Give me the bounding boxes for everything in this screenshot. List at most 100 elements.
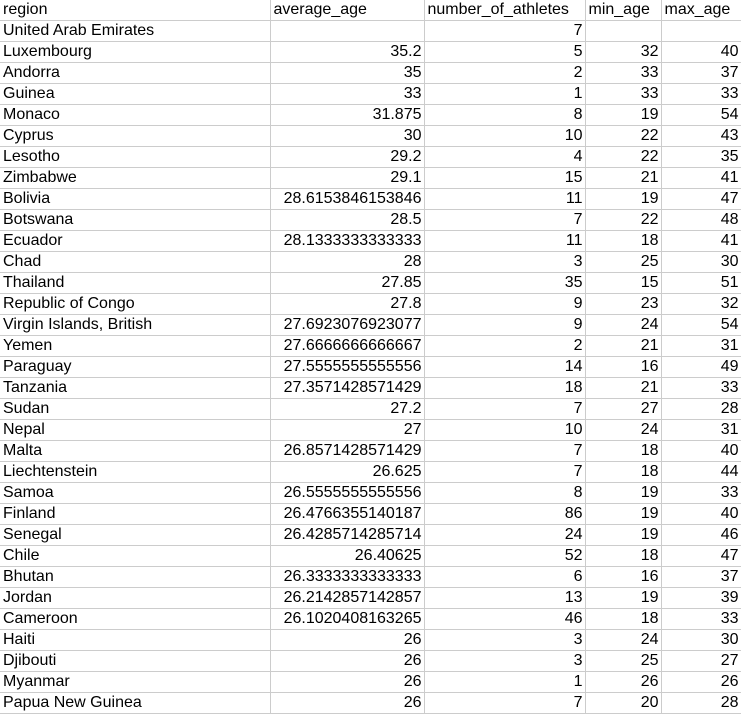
average-age-cell[interactable]: 29.2 xyxy=(270,146,425,168)
average-age-cell[interactable]: 26 xyxy=(270,692,425,714)
number-of-athletes-cell[interactable]: 7 xyxy=(424,209,586,231)
average-age-cell[interactable]: 26 xyxy=(270,650,425,672)
region-cell[interactable]: Nepal xyxy=(0,419,271,441)
number-of-athletes-cell[interactable]: 10 xyxy=(424,125,586,147)
min-age-cell[interactable] xyxy=(585,20,662,42)
region-cell[interactable]: Luxembourg xyxy=(0,41,271,63)
number-of-athletes-cell[interactable]: 15 xyxy=(424,167,586,189)
number-of-athletes-cell[interactable]: 6 xyxy=(424,566,586,588)
max-age-cell[interactable]: 54 xyxy=(661,314,741,336)
max-age-cell[interactable]: 39 xyxy=(661,587,741,609)
region-cell[interactable]: Liechtenstein xyxy=(0,461,271,483)
min-age-cell[interactable]: 24 xyxy=(585,629,662,651)
average-age-cell[interactable]: 27.5555555555556 xyxy=(270,356,425,378)
min-age-cell[interactable]: 32 xyxy=(585,41,662,63)
average-age-cell[interactable]: 27.6923076923077 xyxy=(270,314,425,336)
average-age-cell[interactable]: 27.8 xyxy=(270,293,425,315)
region-cell[interactable]: Cameroon xyxy=(0,608,271,630)
number-of-athletes-cell[interactable]: 7 xyxy=(424,692,586,714)
min-age-cell[interactable]: 19 xyxy=(585,524,662,546)
min-age-cell[interactable]: 21 xyxy=(585,335,662,357)
max-age-cell[interactable]: 44 xyxy=(661,461,741,483)
min-age-cell[interactable]: 25 xyxy=(585,251,662,273)
region-cell[interactable]: Tanzania xyxy=(0,377,271,399)
region-cell[interactable]: Guinea xyxy=(0,83,271,105)
region-cell[interactable]: Thailand xyxy=(0,272,271,294)
average-age-cell[interactable]: 31.875 xyxy=(270,104,425,126)
number-of-athletes-cell[interactable]: 1 xyxy=(424,671,586,693)
region-cell[interactable]: United Arab Emirates xyxy=(0,20,271,42)
max-age-cell[interactable]: 35 xyxy=(661,146,741,168)
average-age-cell[interactable]: 26.4285714285714 xyxy=(270,524,425,546)
column-header-max-age[interactable]: max_age xyxy=(661,0,741,21)
column-header-number-of-athletes[interactable]: number_of_athletes xyxy=(424,0,586,21)
average-age-cell[interactable]: 26.1020408163265 xyxy=(270,608,425,630)
region-cell[interactable]: Republic of Congo xyxy=(0,293,271,315)
region-cell[interactable]: Paraguay xyxy=(0,356,271,378)
number-of-athletes-cell[interactable]: 18 xyxy=(424,377,586,399)
region-cell[interactable]: Bhutan xyxy=(0,566,271,588)
min-age-cell[interactable]: 19 xyxy=(585,188,662,210)
region-cell[interactable]: Bolivia xyxy=(0,188,271,210)
region-cell[interactable]: Myanmar xyxy=(0,671,271,693)
average-age-cell[interactable]: 33 xyxy=(270,83,425,105)
region-cell[interactable]: Djibouti xyxy=(0,650,271,672)
max-age-cell[interactable]: 26 xyxy=(661,671,741,693)
max-age-cell[interactable]: 43 xyxy=(661,125,741,147)
min-age-cell[interactable]: 19 xyxy=(585,587,662,609)
region-cell[interactable]: Monaco xyxy=(0,104,271,126)
number-of-athletes-cell[interactable]: 10 xyxy=(424,419,586,441)
min-age-cell[interactable]: 18 xyxy=(585,440,662,462)
average-age-cell[interactable]: 26.2142857142857 xyxy=(270,587,425,609)
region-cell[interactable]: Virgin Islands, British xyxy=(0,314,271,336)
max-age-cell[interactable]: 51 xyxy=(661,272,741,294)
average-age-cell[interactable]: 28 xyxy=(270,251,425,273)
min-age-cell[interactable]: 22 xyxy=(585,125,662,147)
max-age-cell[interactable]: 28 xyxy=(661,692,741,714)
region-cell[interactable]: Ecuador xyxy=(0,230,271,252)
min-age-cell[interactable]: 21 xyxy=(585,167,662,189)
max-age-cell[interactable]: 47 xyxy=(661,545,741,567)
number-of-athletes-cell[interactable]: 35 xyxy=(424,272,586,294)
max-age-cell[interactable]: 33 xyxy=(661,83,741,105)
max-age-cell[interactable]: 33 xyxy=(661,608,741,630)
average-age-cell[interactable]: 26.5555555555556 xyxy=(270,482,425,504)
number-of-athletes-cell[interactable]: 3 xyxy=(424,650,586,672)
column-header-region[interactable]: region xyxy=(0,0,271,21)
max-age-cell[interactable]: 33 xyxy=(661,377,741,399)
max-age-cell[interactable]: 47 xyxy=(661,188,741,210)
max-age-cell[interactable]: 40 xyxy=(661,440,741,462)
min-age-cell[interactable]: 16 xyxy=(585,356,662,378)
average-age-cell[interactable]: 27.85 xyxy=(270,272,425,294)
number-of-athletes-cell[interactable]: 2 xyxy=(424,335,586,357)
max-age-cell[interactable]: 37 xyxy=(661,566,741,588)
average-age-cell[interactable]: 26.4766355140187 xyxy=(270,503,425,525)
max-age-cell[interactable] xyxy=(661,20,741,42)
max-age-cell[interactable]: 41 xyxy=(661,167,741,189)
region-cell[interactable]: Finland xyxy=(0,503,271,525)
number-of-athletes-cell[interactable]: 7 xyxy=(424,398,586,420)
region-cell[interactable]: Botswana xyxy=(0,209,271,231)
max-age-cell[interactable]: 28 xyxy=(661,398,741,420)
min-age-cell[interactable]: 25 xyxy=(585,650,662,672)
max-age-cell[interactable]: 27 xyxy=(661,650,741,672)
average-age-cell[interactable]: 35 xyxy=(270,62,425,84)
number-of-athletes-cell[interactable]: 9 xyxy=(424,314,586,336)
min-age-cell[interactable]: 16 xyxy=(585,566,662,588)
region-cell[interactable]: Samoa xyxy=(0,482,271,504)
min-age-cell[interactable]: 33 xyxy=(585,62,662,84)
region-cell[interactable]: Chad xyxy=(0,251,271,273)
region-cell[interactable]: Senegal xyxy=(0,524,271,546)
max-age-cell[interactable]: 49 xyxy=(661,356,741,378)
number-of-athletes-cell[interactable]: 8 xyxy=(424,482,586,504)
max-age-cell[interactable]: 33 xyxy=(661,482,741,504)
region-cell[interactable]: Lesotho xyxy=(0,146,271,168)
number-of-athletes-cell[interactable]: 1 xyxy=(424,83,586,105)
number-of-athletes-cell[interactable]: 11 xyxy=(424,188,586,210)
average-age-cell[interactable]: 35.2 xyxy=(270,41,425,63)
min-age-cell[interactable]: 27 xyxy=(585,398,662,420)
number-of-athletes-cell[interactable]: 8 xyxy=(424,104,586,126)
column-header-min-age[interactable]: min_age xyxy=(585,0,662,21)
max-age-cell[interactable]: 31 xyxy=(661,335,741,357)
region-cell[interactable]: Cyprus xyxy=(0,125,271,147)
